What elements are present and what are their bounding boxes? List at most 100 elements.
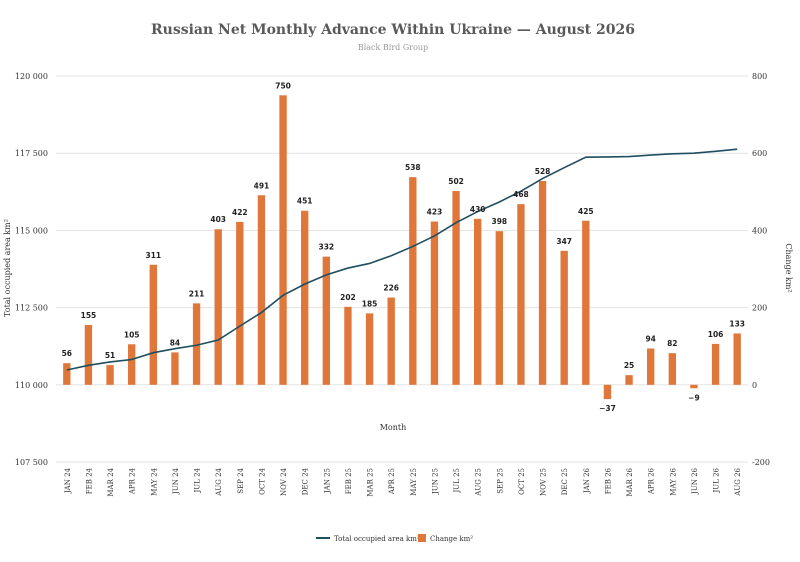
x-tick-label: MAY 26 (669, 467, 677, 495)
right-tick-label: -200 (752, 458, 770, 467)
bar (301, 210, 309, 385)
bar-data-label: 425 (578, 207, 594, 216)
bar-data-label: 502 (448, 177, 464, 186)
x-tick-label: MAR 26 (626, 467, 634, 496)
bar-data-label: 430 (470, 205, 486, 214)
left-tick-label: 112 500 (15, 304, 48, 313)
right-tick-label: 200 (752, 304, 767, 313)
bar-data-label: 538 (405, 163, 421, 172)
bar (668, 353, 676, 385)
right-tick-label: 800 (752, 72, 767, 81)
bar-data-label: 185 (362, 299, 378, 308)
bar (538, 180, 547, 385)
bar-data-label: 56 (62, 349, 72, 358)
x-tick-label: NOV 24 (280, 467, 288, 495)
x-tick-label: DEC 24 (302, 467, 310, 495)
bar-data-label: 155 (81, 311, 97, 320)
x-tick-label: FEB 25 (345, 468, 353, 494)
bar-data-label: 423 (427, 208, 443, 217)
bar (106, 365, 114, 385)
x-tick-label: MAR 24 (107, 467, 115, 496)
bar-data-label: 51 (105, 351, 115, 360)
x-tick-label: JAN 25 (323, 468, 331, 494)
gridlines (56, 75, 748, 463)
bar-data-label: 211 (189, 289, 205, 298)
bar-data-label: 451 (297, 197, 313, 206)
bar-data-label: 82 (667, 339, 677, 348)
bar-data-label: 347 (556, 237, 572, 246)
x-tick-label: JUN 26 (691, 467, 699, 495)
bar-data-label: 133 (729, 319, 745, 328)
bar-data-label: 106 (708, 330, 724, 339)
bar-data-label: 226 (383, 284, 399, 293)
right-axis-title: Change km² (784, 243, 793, 292)
x-tick-label: FEB 24 (85, 467, 93, 494)
left-tick-label: 115 000 (15, 226, 48, 235)
bar-data-label: 94 (645, 335, 655, 344)
right-tick-label: 0 (752, 381, 757, 390)
bar-data-label: 25 (624, 361, 634, 370)
bar (474, 218, 482, 385)
x-tick-label: MAR 25 (367, 468, 375, 497)
bar-data-label: 398 (491, 217, 507, 226)
x-tick-label: SEP 25 (496, 468, 504, 494)
total-area-line (66, 148, 738, 371)
x-tick-label: JUL 26 (713, 467, 721, 493)
bar (603, 384, 612, 400)
bar-data-label: 332 (318, 243, 334, 252)
x-tick-label: MAY 24 (150, 467, 158, 495)
x-tick-label: FEB 26 (604, 467, 612, 494)
bar (452, 191, 460, 385)
x-axis-title: Month (380, 423, 407, 432)
x-tick-label: APR 26 (648, 467, 656, 495)
x-tick-label: MAY 25 (410, 468, 418, 496)
bar-data-label: 468 (513, 190, 529, 199)
x-tick-label: DEC 25 (561, 468, 569, 495)
x-tick-label: APR 24 (129, 467, 137, 495)
bar (625, 375, 633, 385)
bar-data-label: 750 (275, 81, 291, 90)
legend-bar-swatch (418, 534, 426, 542)
x-tick-label: JUL 24 (194, 467, 202, 493)
bar-data-label: 202 (340, 293, 356, 302)
legend: Total occupied area km² Change km² (316, 534, 473, 543)
bar-data-label: 403 (210, 215, 226, 224)
bar-data-label: 311 (145, 251, 161, 260)
chart-title: Russian Net Monthly Advance Within Ukrai… (151, 22, 635, 38)
bar-data-label: 105 (124, 330, 140, 339)
x-tick-label: OCT 25 (518, 468, 526, 495)
bar-data-label: 422 (232, 208, 248, 217)
bar (84, 324, 93, 385)
x-tick-label: APR 25 (388, 468, 396, 495)
left-tick-label: 120 000 (15, 72, 48, 81)
bar (430, 221, 439, 385)
bar (149, 264, 157, 385)
x-tick-label: NOV 25 (540, 468, 548, 496)
x-tick-label: JUN 24 (172, 467, 180, 495)
right-tick-label: 600 (752, 149, 767, 158)
bar (322, 256, 330, 385)
x-tick-label: OCT 24 (258, 467, 266, 494)
bar (171, 352, 179, 385)
bar-data-label: 491 (254, 181, 270, 190)
bar (279, 95, 287, 385)
x-tick-label: JUL 25 (453, 468, 461, 494)
x-tick-label: AUG 25 (475, 468, 483, 497)
bar (365, 313, 374, 385)
bar-series (63, 95, 741, 400)
bar (517, 204, 525, 385)
bar (495, 231, 503, 385)
x-tick-label: JAN 26 (583, 467, 591, 494)
bar (344, 306, 352, 385)
bar (128, 344, 136, 385)
bar-data-label: −37 (599, 404, 616, 413)
bar (733, 333, 741, 385)
bar (236, 221, 244, 385)
bar (647, 348, 655, 385)
x-tick-label: JUN 25 (431, 468, 439, 495)
x-tick-label: AUG 24 (215, 467, 223, 496)
bar-data-label: 528 (535, 167, 551, 176)
bar-data-label: −9 (688, 393, 700, 402)
